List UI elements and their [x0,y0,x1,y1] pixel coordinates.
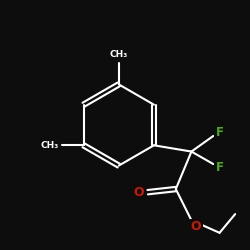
Text: O: O [133,186,143,199]
Text: O: O [191,220,202,233]
Text: F: F [216,126,224,139]
Text: F: F [216,161,224,174]
Text: CH₃: CH₃ [110,50,128,59]
Text: CH₃: CH₃ [40,141,58,150]
